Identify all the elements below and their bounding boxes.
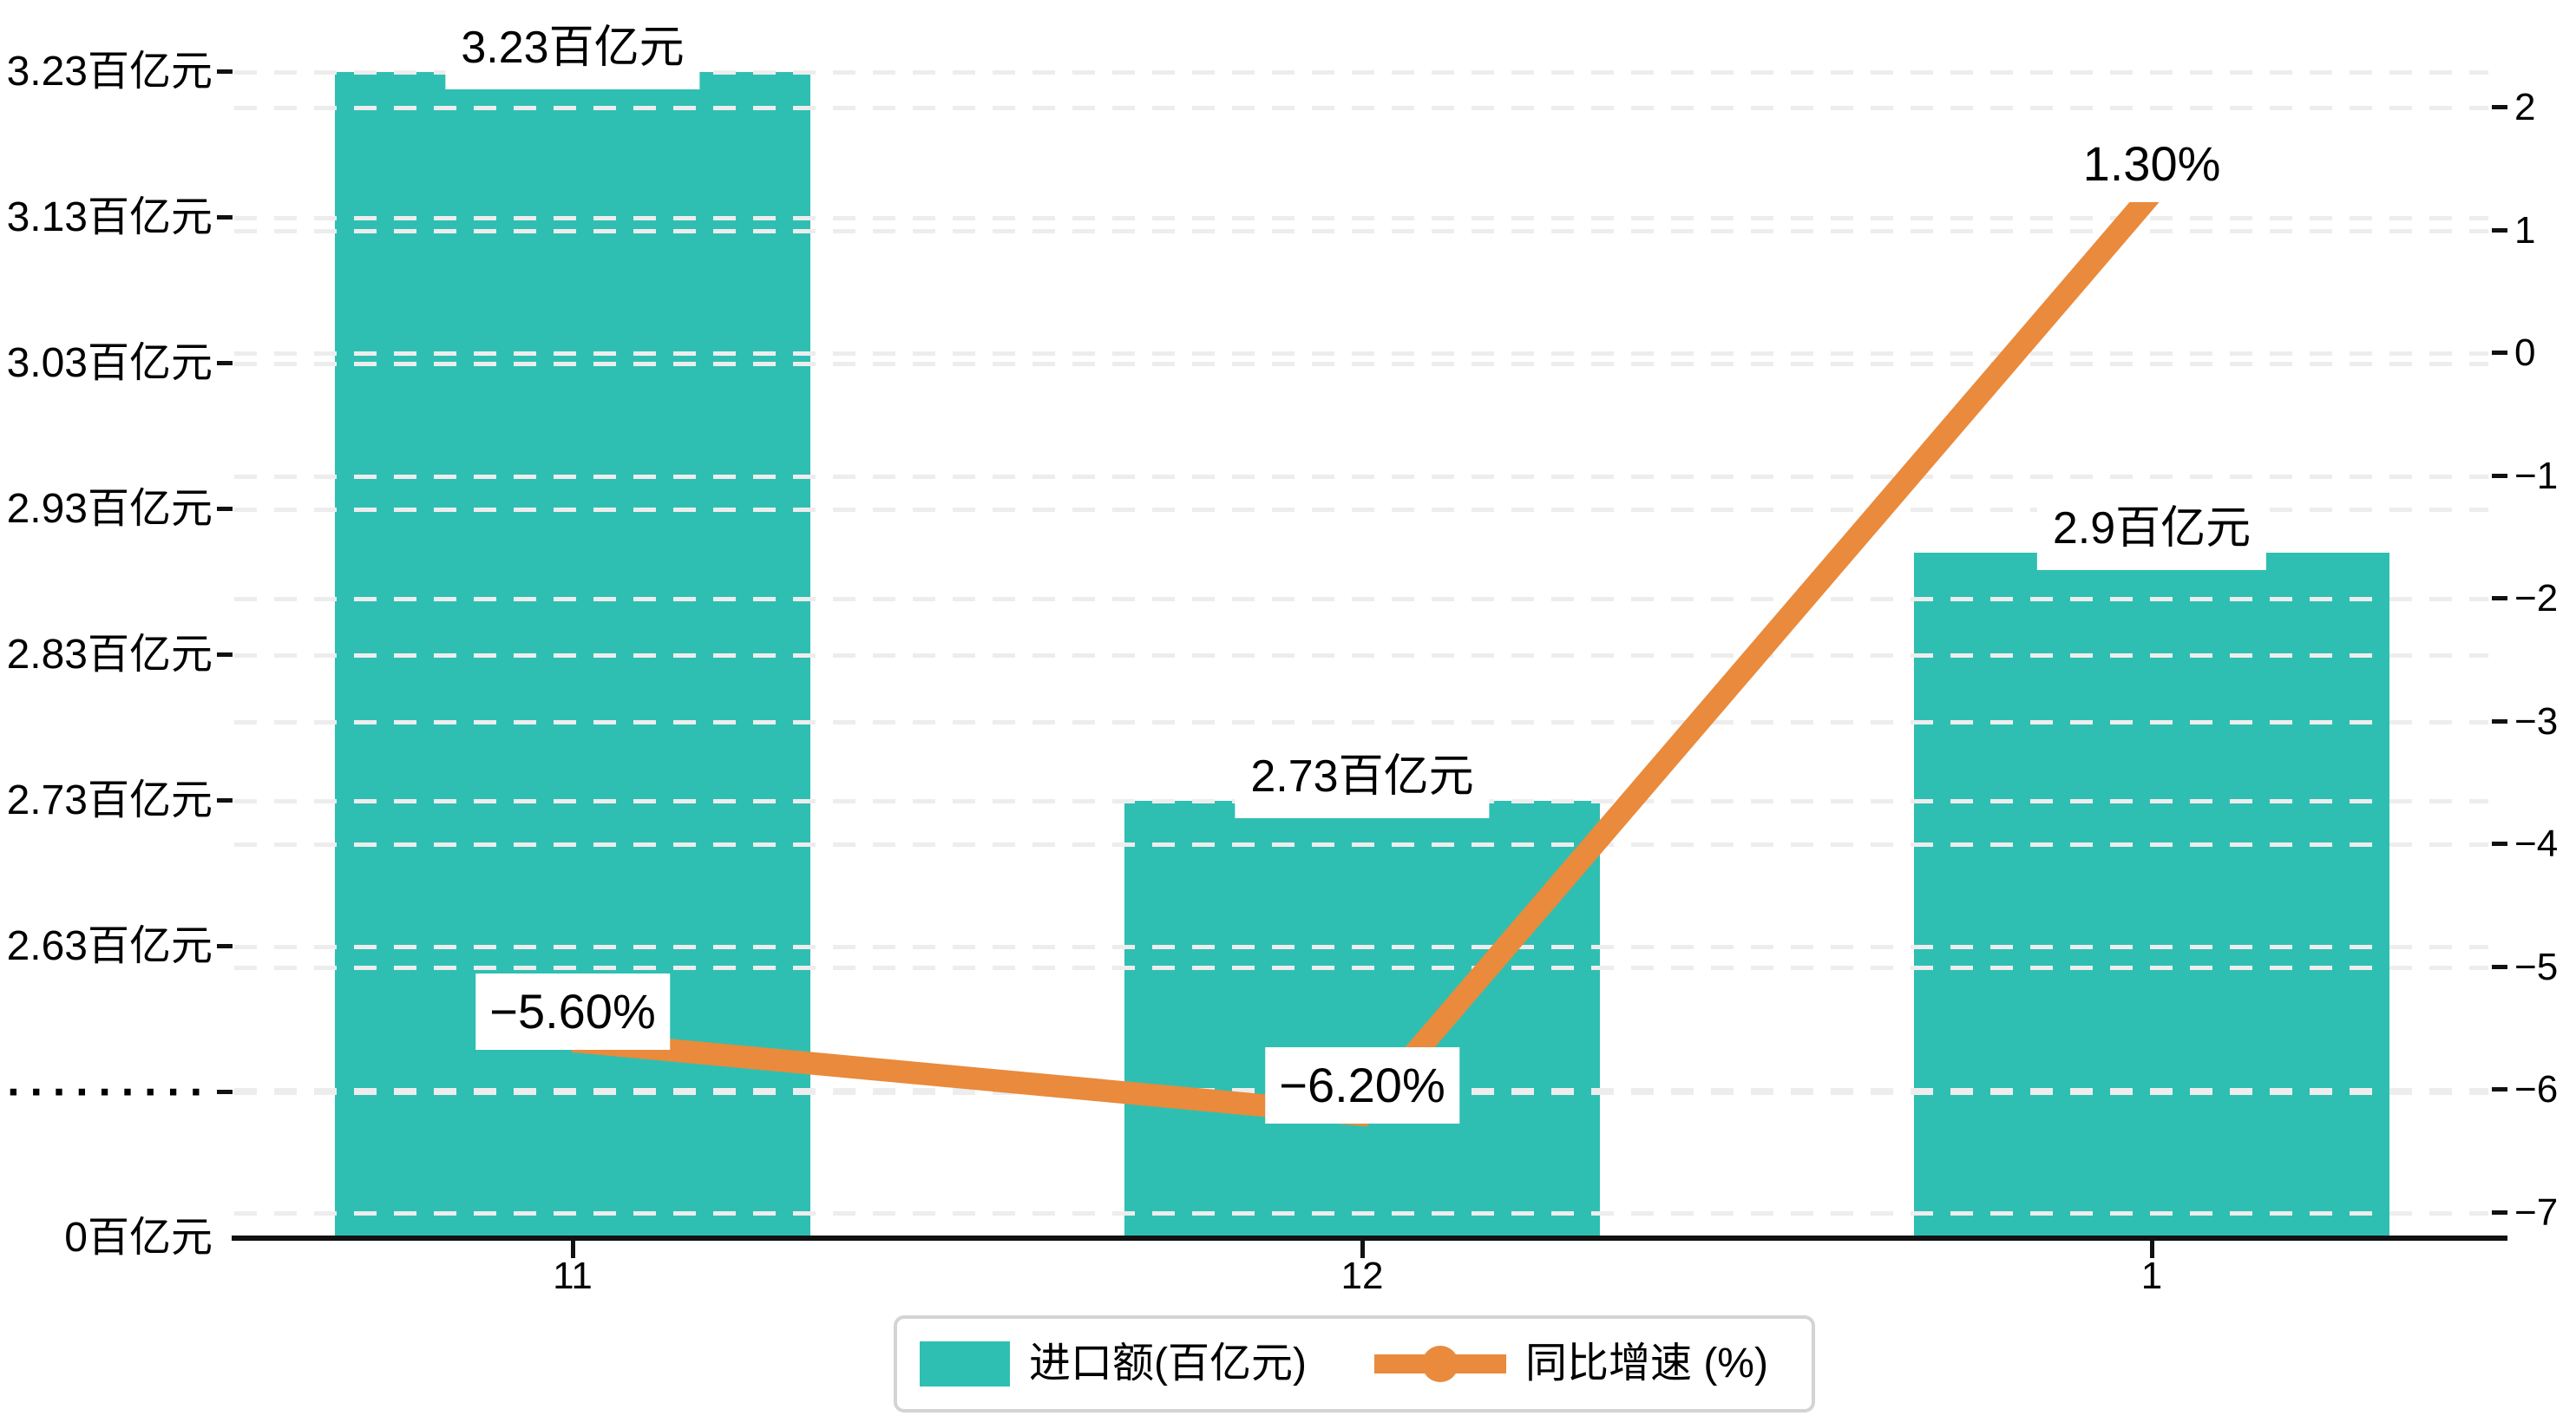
left-axis-tick-mark	[217, 507, 233, 511]
legend-label-imports: 进口额(百亿元)	[1029, 1341, 1307, 1386]
left-axis-tick-label: 3.23百亿元	[6, 49, 213, 95]
left-axis-tick-mark	[217, 215, 233, 220]
left-axis-tick-label: 2.63百亿元	[6, 923, 213, 969]
legend-item-imports: 进口额(百亿元)	[920, 1341, 1307, 1386]
left-gridline	[234, 653, 2488, 658]
left-axis-tick-mark	[217, 361, 233, 365]
left-axis-tick-label: 2.83百亿元	[6, 632, 213, 678]
right-gridline	[234, 106, 2488, 110]
x-axis-tick-label: 12	[1340, 1255, 1384, 1297]
right-axis-tick-mark	[2492, 351, 2507, 356]
right-gridline	[234, 351, 2488, 357]
right-axis-tick-label: 1	[2514, 208, 2536, 252]
right-axis-tick-label: −7	[2514, 1191, 2559, 1234]
right-axis-tick-mark	[2492, 1210, 2507, 1215]
right-axis-tick-mark	[2492, 105, 2507, 109]
left-axis-tick-label: 0百亿元	[64, 1215, 213, 1261]
bar-value-label: 2.73百亿元	[1235, 735, 1490, 818]
x-axis-line	[232, 1236, 2507, 1241]
import-bar	[1914, 553, 2389, 1238]
right-axis-tick-mark	[2492, 1087, 2507, 1092]
right-gridline	[234, 228, 2488, 233]
left-axis-tick-mark	[217, 798, 233, 803]
x-axis-tick-mark	[571, 1241, 575, 1258]
right-gridline	[234, 842, 2488, 848]
left-axis-break-label: ·········	[7, 1067, 213, 1118]
bar-swatch-icon	[920, 1341, 1010, 1386]
x-axis-tick-mark	[2150, 1241, 2154, 1258]
right-axis-tick-mark	[2492, 964, 2507, 969]
legend-label-growth: 同比增速 (%)	[1524, 1341, 1768, 1386]
right-axis-tick-label: −3	[2514, 699, 2559, 743]
left-gridline	[234, 216, 2488, 220]
left-axis-tick-label: 2.93百亿元	[6, 486, 213, 532]
right-axis-tick-label: −1	[2514, 454, 2559, 497]
right-gridline	[234, 474, 2488, 479]
left-axis-tick-mark	[217, 69, 233, 74]
right-gridline	[234, 965, 2488, 970]
left-axis-tick-label: 2.73百亿元	[6, 777, 213, 823]
right-axis-tick-mark	[2492, 842, 2507, 847]
right-axis-tick-label: −2	[2514, 577, 2559, 620]
x-axis-tick-label: 11	[553, 1255, 593, 1297]
right-gridline	[234, 1211, 2488, 1216]
left-axis-tick-label: 3.13百亿元	[6, 194, 213, 240]
right-axis-tick-mark	[2492, 473, 2507, 478]
x-axis-tick-mark	[1360, 1241, 1365, 1258]
line-value-label: −6.20%	[1265, 1046, 1459, 1124]
left-axis-tick-mark	[217, 652, 233, 657]
line-value-label: −5.60%	[475, 973, 670, 1050]
legend: 进口额(百亿元) 同比增速 (%)	[894, 1315, 1815, 1413]
right-gridline	[234, 597, 2488, 602]
right-axis-tick-label: 2	[2514, 86, 2536, 128]
left-gridline	[234, 945, 2488, 949]
left-gridline	[234, 70, 2488, 75]
import-bar	[1124, 801, 1600, 1238]
right-axis-tick-label: 0	[2514, 331, 2536, 375]
right-axis-tick-label: −6	[2514, 1068, 2559, 1111]
x-axis-tick-label: 1	[2140, 1255, 2163, 1297]
left-gridline	[234, 508, 2488, 512]
line-dot-swatch-icon	[1373, 1341, 1506, 1386]
legend-item-growth: 同比增速 (%)	[1373, 1341, 1768, 1386]
left-axis-tick-label: 3.03百亿元	[6, 340, 213, 386]
growth-line	[571, 186, 2160, 1127]
left-axis-tick-mark	[217, 1090, 233, 1094]
line-value-label: 1.30%	[2068, 126, 2235, 203]
right-axis-tick-mark	[2492, 227, 2507, 233]
right-axis-tick-mark	[2492, 718, 2507, 724]
right-axis-tick-label: −4	[2514, 823, 2559, 866]
bar-value-label: 3.23百亿元	[445, 6, 700, 89]
bar-value-label: 2.9百亿元	[2036, 487, 2267, 571]
right-axis-tick-label: −5	[2514, 945, 2559, 988]
right-axis-tick-mark	[2492, 596, 2507, 601]
right-gridline	[234, 719, 2488, 724]
left-gridline	[234, 362, 2488, 366]
left-axis-tick-mark	[217, 944, 233, 948]
